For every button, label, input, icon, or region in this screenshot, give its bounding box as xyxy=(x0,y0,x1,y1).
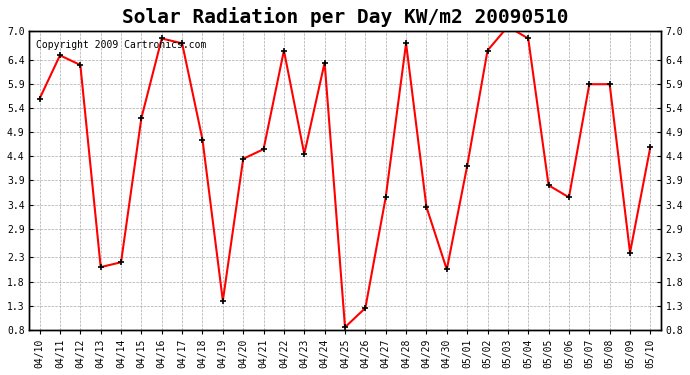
Title: Solar Radiation per Day KW/m2 20090510: Solar Radiation per Day KW/m2 20090510 xyxy=(121,7,569,27)
Text: Copyright 2009 Cartronics.com: Copyright 2009 Cartronics.com xyxy=(36,40,206,50)
